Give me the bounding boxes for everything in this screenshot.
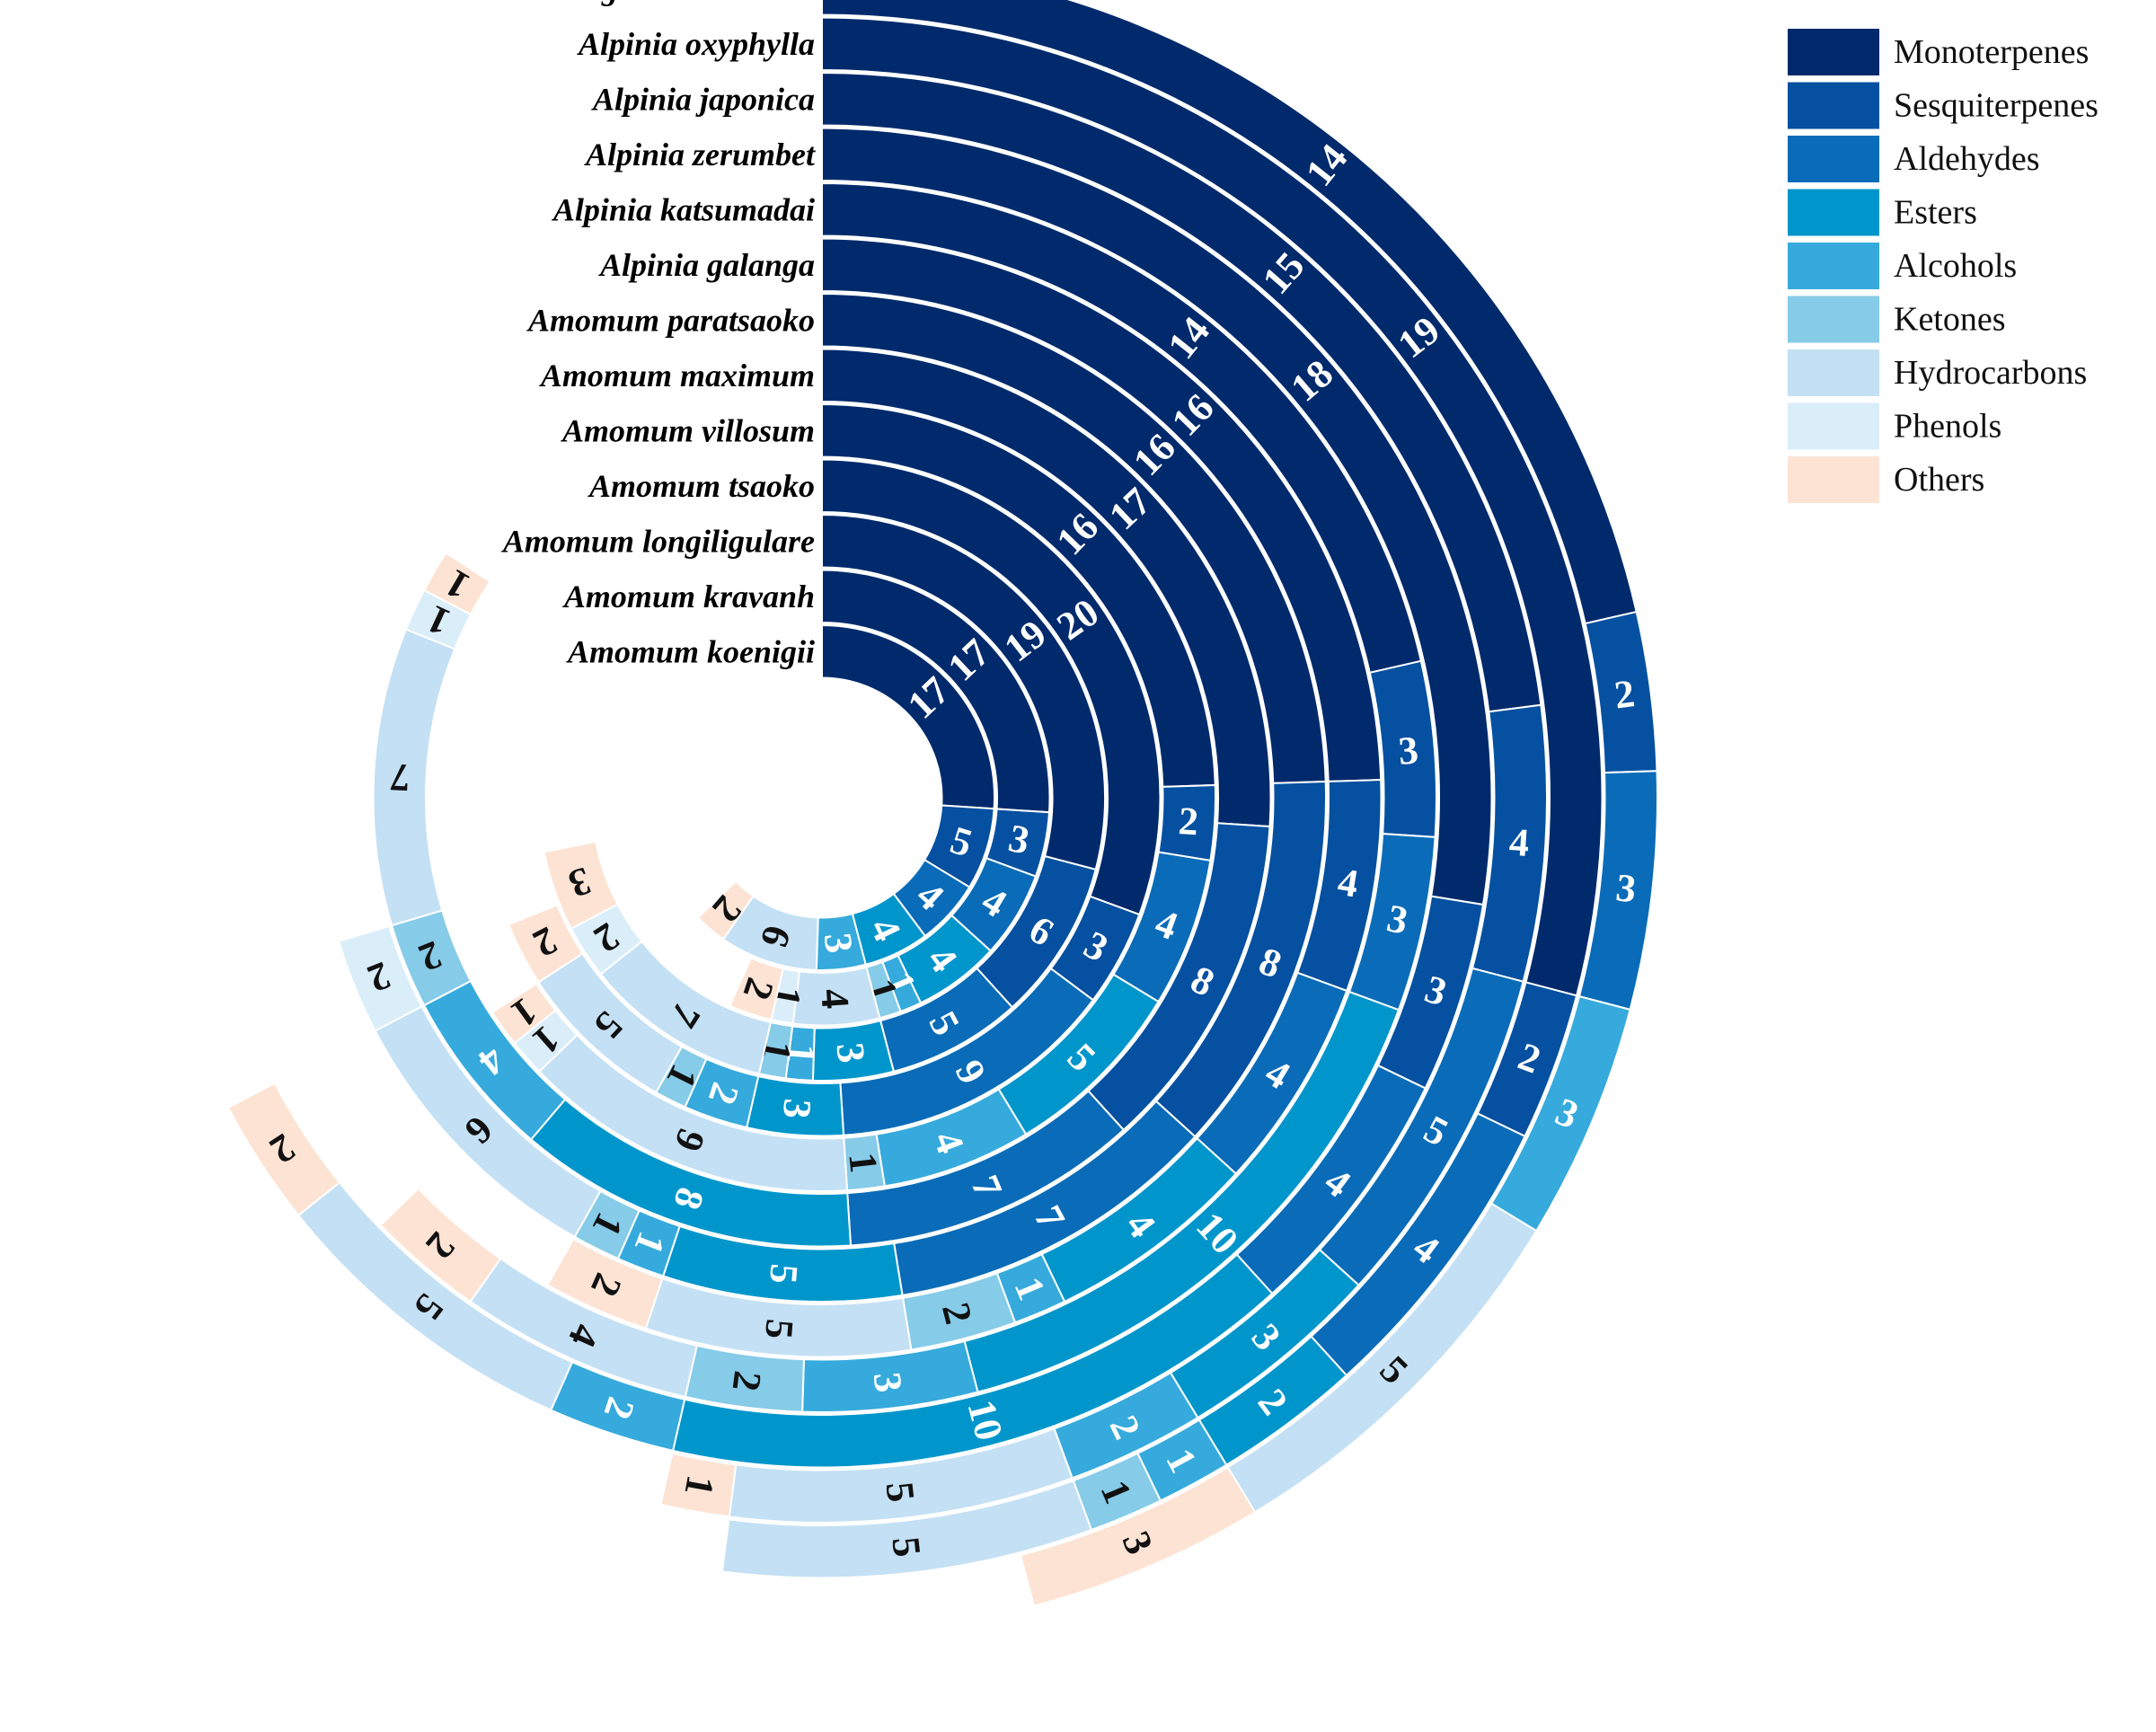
value-label-amomum-kravanh-hydrocarbons: 4 — [812, 987, 857, 1010]
value-label-alpinia-japonica-sesquiterpenes: 4 — [1508, 820, 1531, 865]
segment-amomum-kravanh-others — [729, 956, 784, 1021]
value-label-amomum-koenigii-alcohols: 3 — [816, 931, 862, 955]
chart-rings: 1423353192421151545325118341025214331032… — [226, 0, 1658, 1607]
value-label-alpinia-oxyphylla-hydrocarbons: 5 — [883, 1534, 929, 1559]
segment-amomum-koenigii-others — [696, 879, 755, 941]
value-label-amomum-tsaoko-esters: 3 — [774, 1097, 820, 1120]
legend-swatch-phenols — [1788, 402, 1879, 450]
legend-swatch-ketones — [1788, 296, 1879, 343]
legend-label-alcohols: Alcohols — [1894, 247, 2017, 285]
species-label-alpinia-zerumbet: Alpinia zerumbet — [584, 137, 816, 172]
legend-swatch-hydrocarbons — [1788, 349, 1879, 396]
legend-label-ketones: Ketones — [1894, 301, 2006, 339]
segment-amomum-maximum-others — [422, 552, 491, 616]
segment-alpinia-katsumadai-others — [379, 1187, 502, 1303]
segment-alpinia-galanga-others — [546, 1238, 664, 1330]
legend-label-esters: Esters — [1894, 194, 1977, 232]
legend-swatch-aldehydes — [1788, 136, 1879, 182]
legend-swatch-monoterpenes — [1788, 29, 1879, 75]
value-label-alpinia-katsumadai-sesquiterpenes: 3 — [1397, 728, 1420, 773]
legend-label-hydrocarbons: Hydrocarbons — [1894, 354, 2087, 392]
species-label-amomum-koenigii: Amomum koenigii — [566, 633, 815, 669]
legend-swatch-alcohols — [1788, 243, 1879, 289]
segment-amomum-maximum-hydrocarbons — [372, 628, 456, 927]
value-label-alpinia-katsumadai-alcohols: 3 — [865, 1370, 911, 1394]
segment-amomum-koenigii-monoterpenes — [821, 623, 996, 810]
legend-label-sesquiterpenes: Sesquiterpenes — [1894, 87, 2099, 125]
species-label-alpinia-oxyphylla: Alpinia oxyphylla — [577, 26, 815, 62]
value-label-amomum-villosum-ketones: 1 — [840, 1151, 886, 1175]
legend-label-aldehydes: Aldehydes — [1894, 140, 2040, 178]
species-label-alpinia-galanga: Alpinia galanga — [598, 247, 815, 283]
segment-amomum-tsaoko-others — [507, 904, 584, 984]
segment-alpinia-oxyphylla-hydrocarbons — [720, 1479, 1093, 1579]
legend-swatch-sesquiterpenes — [1788, 82, 1879, 129]
legend-label-phenols: Phenols — [1894, 408, 2001, 446]
segment-amomum-villosum-others — [490, 982, 557, 1045]
segment-amomum-longiligulare-others — [543, 840, 619, 931]
value-label-amomum-villosum-sesquiterpenes: 2 — [1177, 799, 1199, 844]
species-label-alpinia-katsumadai: Alpinia katsumadai — [552, 191, 815, 227]
segment-alpinia-zerumbet-others — [226, 1082, 341, 1217]
legend-swatch-others — [1788, 456, 1879, 503]
segment-zingiber-striolatum-others — [1019, 1465, 1257, 1607]
species-label-amomum-kravanh: Amomum kravanh — [562, 579, 815, 614]
legend-swatch-esters — [1788, 189, 1879, 236]
species-labels: Zingiber striolatum Alpinia oxyphylla Alpi… — [501, 0, 816, 669]
value-label-amomum-longiligulare-esters: 3 — [827, 1040, 873, 1065]
legend-label-others: Others — [1894, 461, 1984, 499]
species-label-alpinia-japonica: Alpinia japonica — [591, 81, 815, 117]
legend-label-monoterpenes: Monoterpenes — [1894, 33, 2089, 71]
value-label-alpinia-japonica-hydrocarbons: 5 — [878, 1480, 923, 1504]
segment-amomum-paratsaoko-phenols — [337, 924, 423, 1032]
species-label-amomum-longiligulare: Amomum longiligulare — [501, 523, 815, 559]
species-label-amomum-villosum: Amomum villosum — [561, 412, 815, 448]
legend: Monoterpenes Sesquiterpenes Aldehydes Ester… — [1788, 29, 2099, 503]
value-label-amomum-maximum-hydrocarbons: 7 — [389, 755, 411, 800]
value-label-zingiber-striolatum-aldehydes: 3 — [1613, 865, 1638, 911]
segment-alpinia-japonica-others — [659, 1452, 738, 1518]
value-label-amomum-paratsaoko-esters: 5 — [761, 1262, 807, 1286]
species-label-amomum-paratsaoko: Amomum paratsaoko — [526, 302, 815, 338]
species-label-zingiber-striolatum: Zingiber striolatum — [554, 0, 815, 6]
species-label-amomum-maximum: Amomum maximum — [539, 358, 815, 393]
value-label-alpinia-galanga-hydrocarbons: 5 — [756, 1317, 802, 1340]
species-label-amomum-tsaoko: Amomum tsaoko — [588, 468, 815, 504]
